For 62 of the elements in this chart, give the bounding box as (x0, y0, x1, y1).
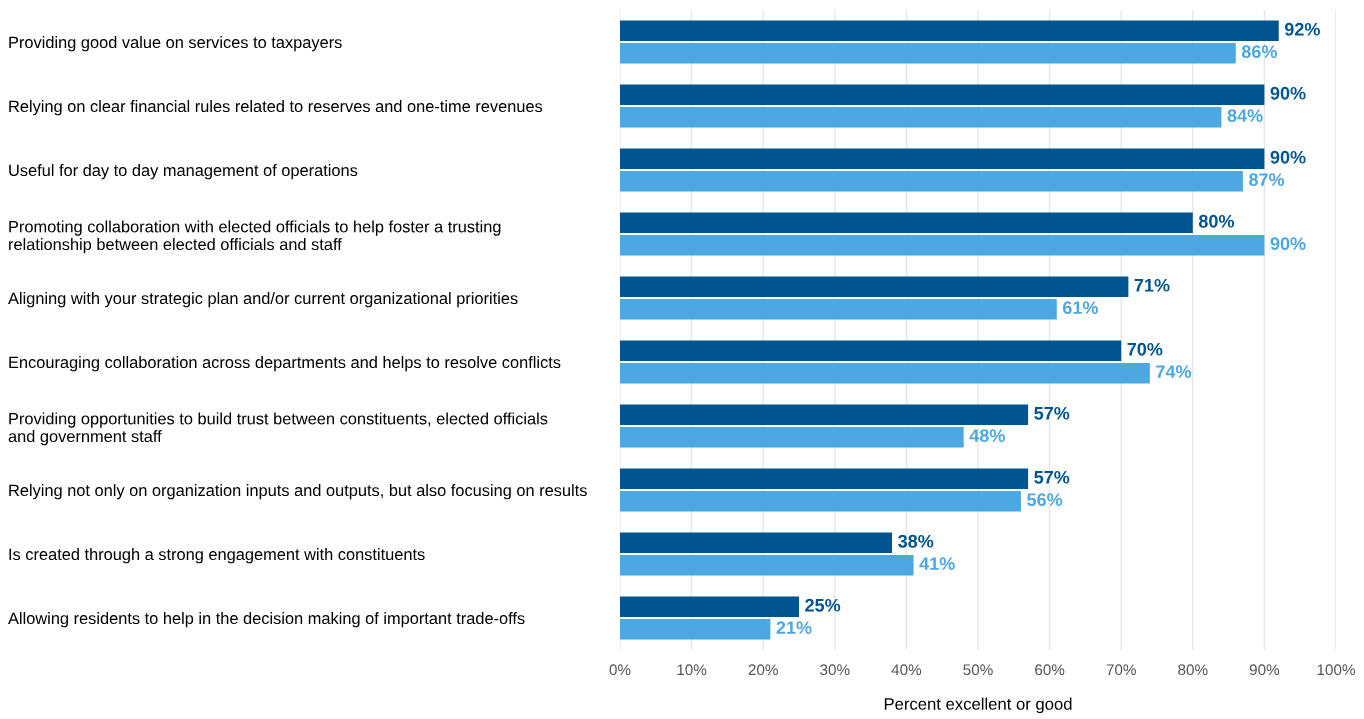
data-label: 61% (1062, 301, 1098, 315)
bar (620, 596, 799, 618)
bar (620, 106, 1222, 128)
data-label: 90% (1270, 150, 1306, 164)
bar (620, 362, 1150, 384)
y-tick-label: Relying on clear financial rules related to reserves and one-time revenues (9, 100, 543, 116)
data-label: 80% (1198, 214, 1235, 228)
x-tick-label: 0% (609, 664, 631, 676)
bar (620, 84, 1265, 106)
y-tick-label: Providing opportunities to build trust between constituents, elected officials and government staff (8, 412, 548, 446)
data-label: 41% (919, 557, 955, 571)
x-axis-title: Percent excellent or good (884, 697, 1072, 714)
bar (620, 234, 1265, 256)
data-label: 25% (805, 598, 841, 612)
data-label: 86% (1241, 45, 1277, 59)
data-label: 90% (1270, 237, 1306, 251)
x-tick-label: 70% (1106, 664, 1136, 676)
data-label: 92% (1284, 22, 1320, 36)
data-label: 57% (1034, 470, 1070, 484)
bar (620, 212, 1193, 234)
y-tick-label: Useful for day to day management of operations (9, 164, 358, 180)
x-tick-label: 90% (1249, 664, 1280, 676)
y-tick-label: Relying not only on organization inputs and outputs, but also focusing on results (9, 484, 587, 500)
data-label: 74% (1156, 365, 1192, 379)
y-tick-label: Providing good value on services to taxpayers (9, 36, 342, 52)
x-tick-label: 60% (1035, 664, 1065, 676)
y-tick-label: Encouraging collaboration across departments and helps to resolve conflicts (9, 356, 561, 372)
x-tick-label: 80% (1178, 664, 1208, 676)
bar (620, 532, 893, 554)
bar (620, 426, 964, 448)
data-label: 71% (1134, 278, 1170, 292)
y-tick-label: Is created through a strong engagement with constituents (9, 548, 425, 564)
data-label: 90% (1270, 86, 1306, 100)
data-label: 70% (1127, 342, 1163, 356)
y-tick-label: Allowing residents to help in the decision making of important trade-offs (8, 612, 525, 628)
bar (620, 20, 1279, 42)
x-tick-label: 40% (891, 664, 922, 676)
bar (620, 276, 1129, 298)
x-tick-label: 20% (748, 664, 778, 676)
data-label: 48% (969, 429, 1005, 443)
bar (620, 42, 1236, 64)
bar (620, 490, 1021, 512)
data-label: 21% (776, 621, 812, 635)
data-label: 87% (1249, 173, 1285, 187)
bar (620, 298, 1057, 320)
bar (620, 554, 914, 576)
data-label: 57% (1034, 406, 1070, 420)
bar (620, 468, 1029, 490)
x-tick-label: 100% (1317, 664, 1355, 676)
data-label: 56% (1027, 493, 1063, 507)
y-tick-label: Aligning with your strategic plan and/or current organizational priorities (8, 292, 518, 308)
data-label: 84% (1227, 109, 1263, 123)
x-tick-label: 50% (963, 664, 993, 676)
x-tick-label: 30% (820, 664, 850, 676)
bar (620, 340, 1122, 362)
bar (620, 170, 1243, 192)
bar (620, 404, 1029, 426)
data-label: 38% (898, 534, 934, 548)
bar (620, 618, 771, 640)
x-tick-label: 10% (677, 664, 707, 676)
bar (620, 148, 1265, 170)
y-tick-label: Promoting collaboration with elected officials to help foster a trusting relationship between elected officials and staff (9, 220, 501, 254)
